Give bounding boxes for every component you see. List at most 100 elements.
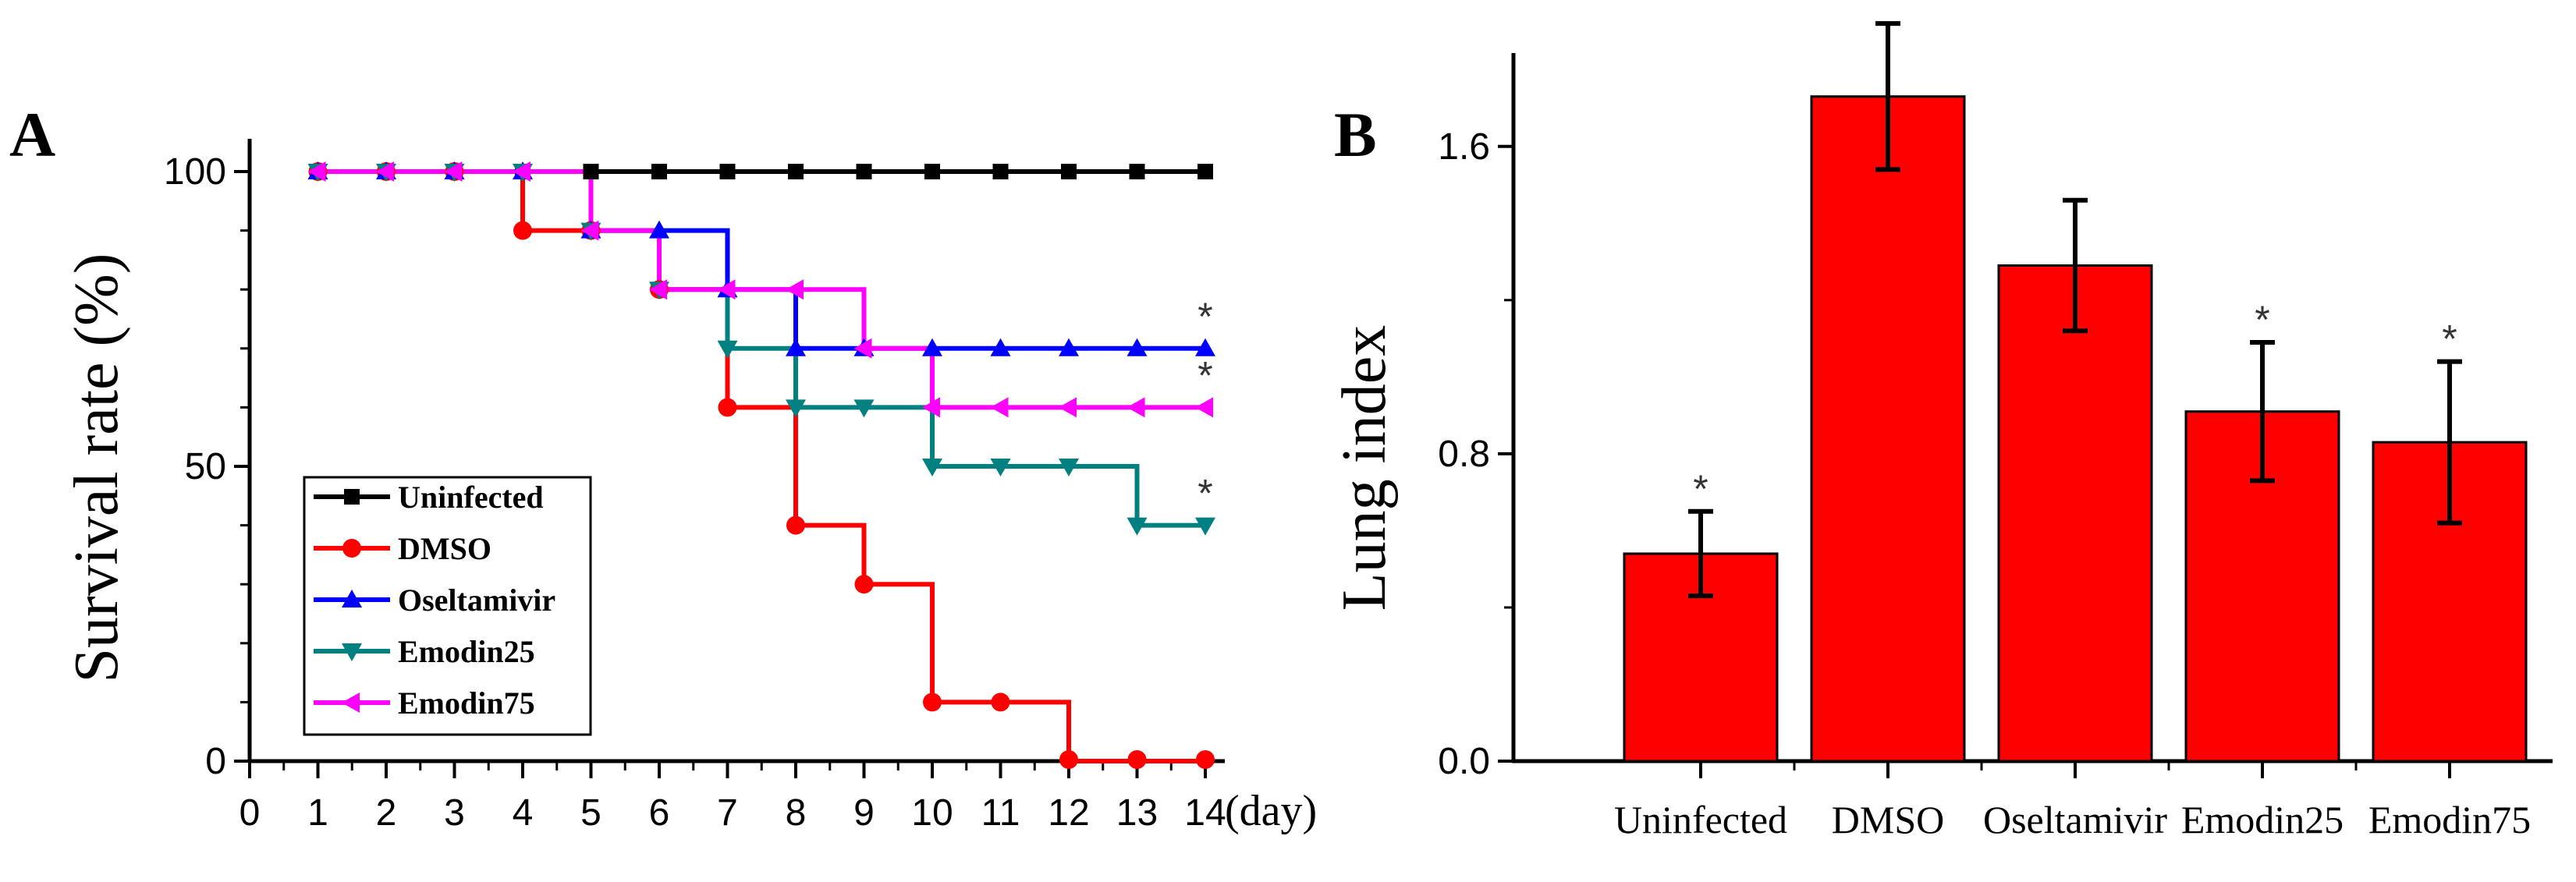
- significance-star: *: [2255, 298, 2269, 342]
- panel-a-label: A: [9, 99, 55, 170]
- data-point-emodin75: [786, 279, 804, 300]
- data-point-dmso: [1196, 750, 1215, 769]
- category-label: Oseltamivir: [1983, 798, 2167, 841]
- y-tick-label: 100: [164, 151, 226, 193]
- bar-oseltamivir: [1997, 264, 2153, 763]
- survival-x-ticks: 0 1 2 3 4 5 6 7 8 9 10 11 12 13 14: [240, 761, 1226, 834]
- data-point-oseltamivir: [1059, 338, 1079, 356]
- data-point-emodin75: [990, 397, 1009, 418]
- x-tick-label: 14: [1184, 792, 1226, 834]
- data-point-dmso: [923, 692, 942, 712]
- category-label: Uninfected: [1614, 798, 1787, 841]
- lung-index-chart: B Lung index 0.0 0.8 1.6 * * * Uninfected DMS…: [1330, 21, 2553, 841]
- legend-label: Emodin25: [398, 634, 535, 669]
- data-point-oseltamivir: [1195, 338, 1215, 356]
- survival-y-ticks: 0 50 100: [164, 151, 250, 782]
- significance-star: *: [1198, 295, 1212, 338]
- series-line-emodin75: [318, 169, 1205, 410]
- data-point-dmso: [786, 515, 805, 535]
- x-tick-label: 5: [580, 792, 601, 834]
- data-point-emodin75: [717, 279, 736, 300]
- x-tick-label: 0: [240, 792, 261, 834]
- data-point-oseltamivir: [786, 338, 806, 356]
- data-point-uninfected: [1198, 164, 1213, 179]
- legend-marker: [342, 692, 360, 713]
- y-tick-label: 1.6: [1438, 126, 1490, 168]
- legend-label: Oseltamivir: [398, 583, 555, 618]
- data-point-dmso: [718, 398, 737, 417]
- data-point-emodin25: [1127, 517, 1148, 536]
- survival-annotations: * * *: [1198, 295, 1212, 515]
- data-point-emodin75: [513, 161, 530, 182]
- legend-marker: [342, 590, 362, 607]
- significance-star: *: [1198, 472, 1212, 515]
- lung-index-y-ticks: 0.0 0.8 1.6: [1438, 126, 1513, 782]
- x-tick-label: 10: [911, 792, 953, 834]
- data-point-emodin75: [444, 161, 463, 182]
- y-tick-label: 0.0: [1438, 741, 1490, 782]
- data-point-uninfected: [719, 164, 736, 179]
- data-point-emodin25: [1195, 517, 1215, 536]
- data-point-emodin75: [1127, 397, 1145, 418]
- legend-label: Emodin75: [398, 685, 535, 721]
- data-point-emodin75: [376, 161, 394, 182]
- category-label: Emodin25: [2181, 798, 2344, 841]
- data-point-emodin75: [580, 220, 599, 241]
- panel-b-label: B: [1334, 99, 1377, 170]
- data-point-emodin25: [786, 399, 806, 418]
- data-point-dmso: [991, 692, 1010, 712]
- legend-marker: [342, 643, 362, 661]
- data-point-dmso: [854, 575, 874, 594]
- data-point-uninfected: [856, 164, 872, 179]
- y-tick-label: 50: [185, 446, 226, 487]
- legend-label: DMSO: [398, 531, 491, 566]
- category-label: DMSO: [1832, 798, 1944, 841]
- x-tick-label: 4: [513, 792, 534, 834]
- survival-series: [307, 161, 1215, 769]
- data-point-uninfected: [1129, 164, 1145, 179]
- survival-x-unit: (day): [1225, 787, 1317, 835]
- series-line-oseltamivir: [318, 169, 1205, 351]
- data-point-dmso: [1059, 750, 1078, 769]
- bar-dmso: [1810, 95, 1966, 763]
- significance-star: *: [1693, 467, 1708, 511]
- x-tick-label: 8: [786, 792, 807, 834]
- data-point-emodin75: [649, 279, 667, 300]
- data-point-dmso: [1127, 750, 1147, 769]
- data-point-dmso: [513, 221, 532, 240]
- data-point-emodin25: [922, 459, 942, 476]
- x-tick-label: 11: [981, 792, 1020, 834]
- data-point-emodin75: [1195, 397, 1213, 418]
- data-point-uninfected: [583, 164, 599, 179]
- data-point-emodin25: [990, 459, 1011, 476]
- data-point-emodin75: [853, 338, 872, 359]
- data-point-emodin75: [307, 161, 326, 182]
- x-tick-label: 1: [307, 792, 328, 834]
- x-tick-label: 6: [649, 792, 670, 834]
- x-tick-label: 2: [376, 792, 397, 834]
- category-label: Emodin75: [2368, 798, 2531, 841]
- x-tick-label: 12: [1048, 792, 1089, 834]
- data-point-emodin25: [717, 340, 738, 359]
- data-point-uninfected: [924, 164, 940, 179]
- data-point-emodin25: [1059, 459, 1079, 476]
- lung-index-y-axis-label: Lung index: [1330, 325, 1399, 611]
- x-tick-label: 3: [444, 792, 465, 834]
- bar-uninfected: [1623, 552, 1779, 763]
- data-point-oseltamivir: [922, 338, 942, 356]
- data-point-oseltamivir: [1127, 338, 1148, 356]
- lung-index-category-labels: Uninfected DMSO Oseltamivir Emodin25 Emodin7…: [1614, 761, 2531, 841]
- lung-index-bars: * * *: [1623, 21, 2528, 763]
- y-tick-label: 0.8: [1438, 434, 1490, 475]
- data-point-emodin75: [922, 397, 940, 418]
- significance-star: *: [1198, 353, 1212, 397]
- x-tick-label: 7: [717, 792, 738, 834]
- x-tick-label: 9: [853, 792, 875, 834]
- data-point-uninfected: [992, 164, 1009, 179]
- legend-marker: [342, 539, 361, 558]
- y-tick-label: 0: [205, 741, 226, 782]
- significance-star: *: [2442, 317, 2457, 361]
- data-point-oseltamivir: [649, 220, 669, 239]
- data-point-emodin75: [1059, 397, 1077, 418]
